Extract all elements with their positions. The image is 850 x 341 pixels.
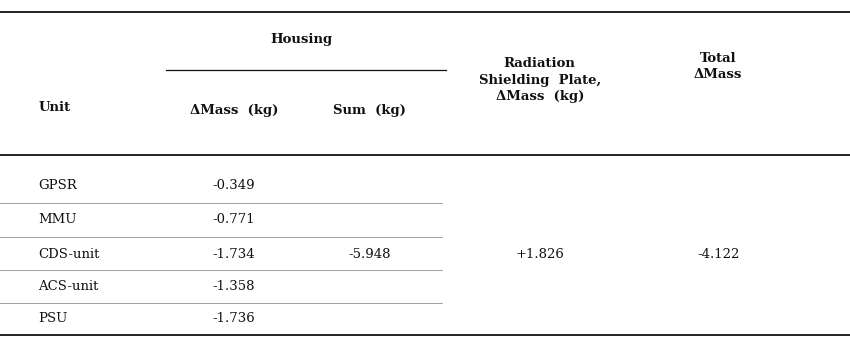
Text: ΔMass  (kg): ΔMass (kg) — [190, 104, 278, 117]
Text: Sum  (kg): Sum (kg) — [333, 104, 406, 117]
Text: ACS-unit: ACS-unit — [38, 280, 99, 293]
Text: MMU: MMU — [38, 213, 76, 226]
Text: -1.736: -1.736 — [212, 312, 255, 325]
Text: CDS-unit: CDS-unit — [38, 248, 99, 261]
Text: -4.122: -4.122 — [697, 248, 740, 261]
Text: -1.358: -1.358 — [212, 280, 255, 293]
Text: +1.826: +1.826 — [515, 248, 564, 261]
Text: -0.771: -0.771 — [212, 213, 255, 226]
Text: GPSR: GPSR — [38, 179, 77, 192]
Text: -0.349: -0.349 — [212, 179, 255, 192]
Text: PSU: PSU — [38, 312, 68, 325]
Text: Housing: Housing — [270, 33, 333, 46]
Text: Total
ΔMass: Total ΔMass — [694, 52, 742, 81]
Text: Unit: Unit — [38, 101, 71, 114]
Text: -1.734: -1.734 — [212, 248, 255, 261]
Text: Radiation
Shielding  Plate,
ΔMass  (kg): Radiation Shielding Plate, ΔMass (kg) — [479, 57, 601, 103]
Text: -5.948: -5.948 — [348, 248, 391, 261]
